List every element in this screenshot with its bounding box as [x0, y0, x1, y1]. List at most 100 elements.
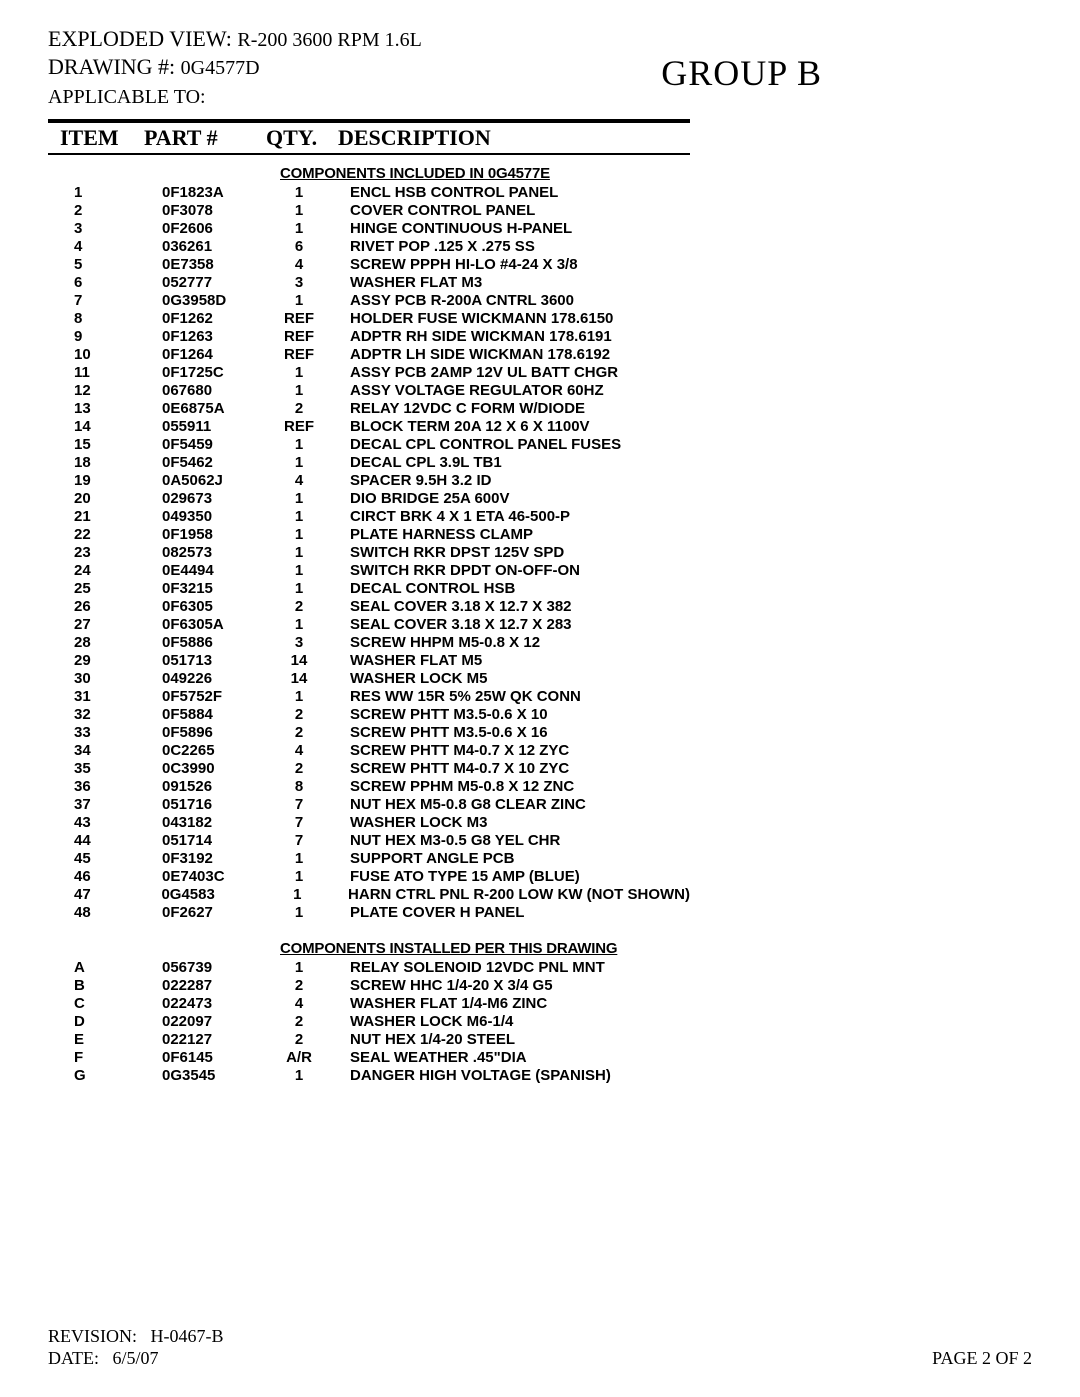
cell-desc: FUSE ATO TYPE 15 AMP (BLUE)	[332, 868, 690, 886]
cell-qty: 2	[266, 977, 332, 995]
cell-desc: WASHER FLAT M3	[332, 274, 690, 292]
table-row: 80F1262REFHOLDER FUSE WICKMANN 178.6150	[48, 310, 690, 328]
applicable-to-line: APPLICABLE TO:	[48, 86, 661, 109]
cell-desc: HOLDER FUSE WICKMANN 178.6150	[332, 310, 690, 328]
cell-desc: NUT HEX M3-0.5 G8 YEL CHR	[332, 832, 690, 850]
cell-part: 0G3545	[140, 1067, 266, 1085]
table-row: 60527773WASHER FLAT M3	[48, 274, 690, 292]
cell-part: 029673	[140, 490, 266, 508]
cell-desc: RES WW 15R 5% 25W QK CONN	[332, 688, 690, 706]
cell-part: 051713	[140, 652, 266, 670]
cell-item: 18	[48, 454, 140, 472]
col-item: ITEM	[48, 125, 144, 151]
table-row: 100F1264REFADPTR LH SIDE WICKMAN 178.619…	[48, 346, 690, 364]
cell-part: 0F6305A	[140, 616, 266, 634]
parts-table: ITEM PART # QTY. DESCRIPTION COMPONENTS …	[48, 119, 690, 1085]
table-row: 200296731DIO BRIDGE 25A 600V	[48, 490, 690, 508]
cell-qty: 7	[266, 832, 332, 850]
cell-desc: RIVET POP .125 X .275 SS	[332, 238, 690, 256]
cell-item: 30	[48, 670, 140, 688]
cell-desc: NUT HEX M5-0.8 G8 CLEAR ZINC	[332, 796, 690, 814]
cell-qty: A/R	[266, 1049, 332, 1067]
date-line: DATE: 6/5/07	[48, 1347, 224, 1369]
cell-qty: 1	[266, 292, 332, 310]
column-headers: ITEM PART # QTY. DESCRIPTION	[48, 123, 690, 153]
cell-desc: PLATE HARNESS CLAMP	[332, 526, 690, 544]
cell-part: 0F3215	[140, 580, 266, 598]
cell-qty: 1	[266, 382, 332, 400]
cell-item: 12	[48, 382, 140, 400]
cell-item: 24	[48, 562, 140, 580]
cell-part: 022473	[140, 995, 266, 1013]
cell-qty: 1	[266, 454, 332, 472]
cell-qty: 1	[266, 616, 332, 634]
cell-desc: SCREW PHTT M4-0.7 X 10 ZYC	[332, 760, 690, 778]
applicable-to-label: APPLICABLE TO:	[48, 86, 206, 108]
cell-desc: SUPPORT ANGLE PCB	[332, 850, 690, 868]
cell-item: 45	[48, 850, 140, 868]
cell-part: 056739	[140, 959, 266, 977]
cell-item: 28	[48, 634, 140, 652]
table-row: 180F54621DECAL CPL 3.9L TB1	[48, 454, 690, 472]
cell-desc: WASHER FLAT 1/4-M6 ZINC	[332, 995, 690, 1013]
drawing-number-line: DRAWING #: 0G4577D	[48, 54, 661, 80]
table-row: 360915268SCREW PPHM M5-0.8 X 12 ZNC	[48, 778, 690, 796]
table-row: 230825731SWITCH RKR DPST 125V SPD	[48, 544, 690, 562]
cell-item: 22	[48, 526, 140, 544]
cell-qty: 2	[266, 760, 332, 778]
drawing-number-value: 0G4577D	[181, 57, 260, 79]
cell-item: 29	[48, 652, 140, 670]
cell-item: 35	[48, 760, 140, 778]
cell-desc: ASSY PCB 2AMP 12V UL BATT CHGR	[332, 364, 690, 382]
cell-desc: DECAL CPL CONTROL PANEL FUSES	[332, 436, 690, 454]
table-row: 460E7403C1FUSE ATO TYPE 15 AMP (BLUE)	[48, 868, 690, 886]
cell-desc: SEAL COVER 3.18 X 12.7 X 283	[332, 616, 690, 634]
cell-desc: WASHER LOCK M6-1/4	[332, 1013, 690, 1031]
cell-item: 21	[48, 508, 140, 526]
cell-desc: DIO BRIDGE 25A 600V	[332, 490, 690, 508]
cell-qty: 1	[266, 184, 332, 202]
cell-desc: SEAL COVER 3.18 X 12.7 X 382	[332, 598, 690, 616]
rule-under-header	[48, 153, 690, 155]
cell-desc: DECAL CONTROL HSB	[332, 580, 690, 598]
cell-desc: SCREW HHPM M5-0.8 X 12	[332, 634, 690, 652]
cell-part: 0C2265	[140, 742, 266, 760]
cell-item: 26	[48, 598, 140, 616]
cell-qty: 1	[266, 850, 332, 868]
cell-desc: BLOCK TERM 20A 12 X 6 X 1100V	[332, 418, 690, 436]
cell-item: 20	[48, 490, 140, 508]
table-row: 430431827WASHER LOCK M3	[48, 814, 690, 832]
cell-qty: 2	[266, 724, 332, 742]
cell-item: B	[48, 977, 140, 995]
table-row: 270F6305A1SEAL COVER 3.18 X 12.7 X 283	[48, 616, 690, 634]
table-row: B0222872SCREW HHC 1/4-20 X 3/4 G5	[48, 977, 690, 995]
cell-part: 0F5752F	[140, 688, 266, 706]
cell-desc: RELAY SOLENOID 12VDC PNL MNT	[332, 959, 690, 977]
col-part: PART #	[144, 125, 266, 151]
revision-value: H-0467-B	[151, 1326, 224, 1346]
cell-qty: REF	[266, 310, 332, 328]
cell-part: 067680	[140, 382, 266, 400]
table-row: 2905171314WASHER FLAT M5	[48, 652, 690, 670]
table-row: 260F63052SEAL COVER 3.18 X 12.7 X 382	[48, 598, 690, 616]
table-row: E0221272NUT HEX 1/4-20 STEEL	[48, 1031, 690, 1049]
cell-desc: COVER CONTROL PANEL	[332, 202, 690, 220]
exploded-view-value: R-200 3600 RPM 1.6L	[237, 29, 421, 51]
cell-desc: SCREW PPHM M5-0.8 X 12 ZNC	[332, 778, 690, 796]
table-row: 370517167NUT HEX M5-0.8 G8 CLEAR ZINC	[48, 796, 690, 814]
revision-line: REVISION: H-0467-B	[48, 1325, 224, 1347]
footer-left: REVISION: H-0467-B DATE: 6/5/07	[48, 1325, 224, 1369]
cell-part: 0F1823A	[140, 184, 266, 202]
table-row: 40362616RIVET POP .125 X .275 SS	[48, 238, 690, 256]
cell-part: 022097	[140, 1013, 266, 1031]
table-row: 350C39902SCREW PHTT M4-0.7 X 10 ZYC	[48, 760, 690, 778]
drawing-number-label: DRAWING #:	[48, 54, 175, 79]
cell-item: 37	[48, 796, 140, 814]
table-row: 250F32151DECAL CONTROL HSB	[48, 580, 690, 598]
cell-item: 36	[48, 778, 140, 796]
cell-qty: 1	[266, 580, 332, 598]
cell-qty: 1	[266, 688, 332, 706]
cell-item: G	[48, 1067, 140, 1085]
cell-part: 0G3958D	[140, 292, 266, 310]
section-header: COMPONENTS INCLUDED IN 0G4577E	[48, 165, 690, 182]
